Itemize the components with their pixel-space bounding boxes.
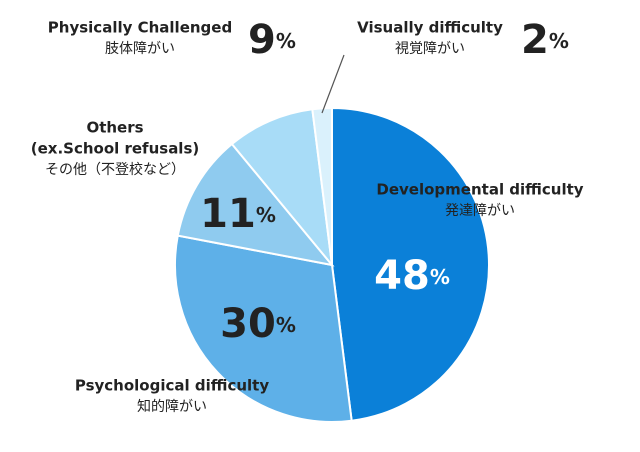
category-sublabel: 視覚障がい bbox=[395, 41, 465, 57]
leader-line bbox=[321, 54, 345, 114]
value-label: 9% bbox=[248, 17, 296, 63]
value-label: 48% bbox=[374, 253, 450, 299]
value-label: 11% bbox=[200, 191, 276, 237]
pie-slice bbox=[174, 234, 353, 423]
category-label: Physically Challenged bbox=[48, 19, 232, 37]
pie-slice bbox=[230, 108, 334, 269]
pie-slice bbox=[331, 106, 490, 422]
category-sublabel: 知的障がい bbox=[137, 398, 207, 415]
category-label: Visually difficulty bbox=[357, 19, 503, 37]
category-label: Developmental difficulty bbox=[376, 181, 583, 199]
pie-slice bbox=[176, 142, 335, 267]
category-sublabel: (ex.School refusals) bbox=[31, 140, 200, 158]
category-label: Psychological difficulty bbox=[75, 377, 270, 395]
category-label: Others bbox=[86, 119, 143, 137]
value-label: 30% bbox=[220, 301, 296, 347]
category-sublabel: その他（不登校など） bbox=[45, 161, 185, 178]
category-sublabel: 肢体障がい bbox=[105, 41, 175, 57]
value-label: 2% bbox=[521, 17, 569, 63]
pie-slice bbox=[311, 106, 333, 266]
category-sublabel: 発達障がい bbox=[445, 203, 515, 219]
